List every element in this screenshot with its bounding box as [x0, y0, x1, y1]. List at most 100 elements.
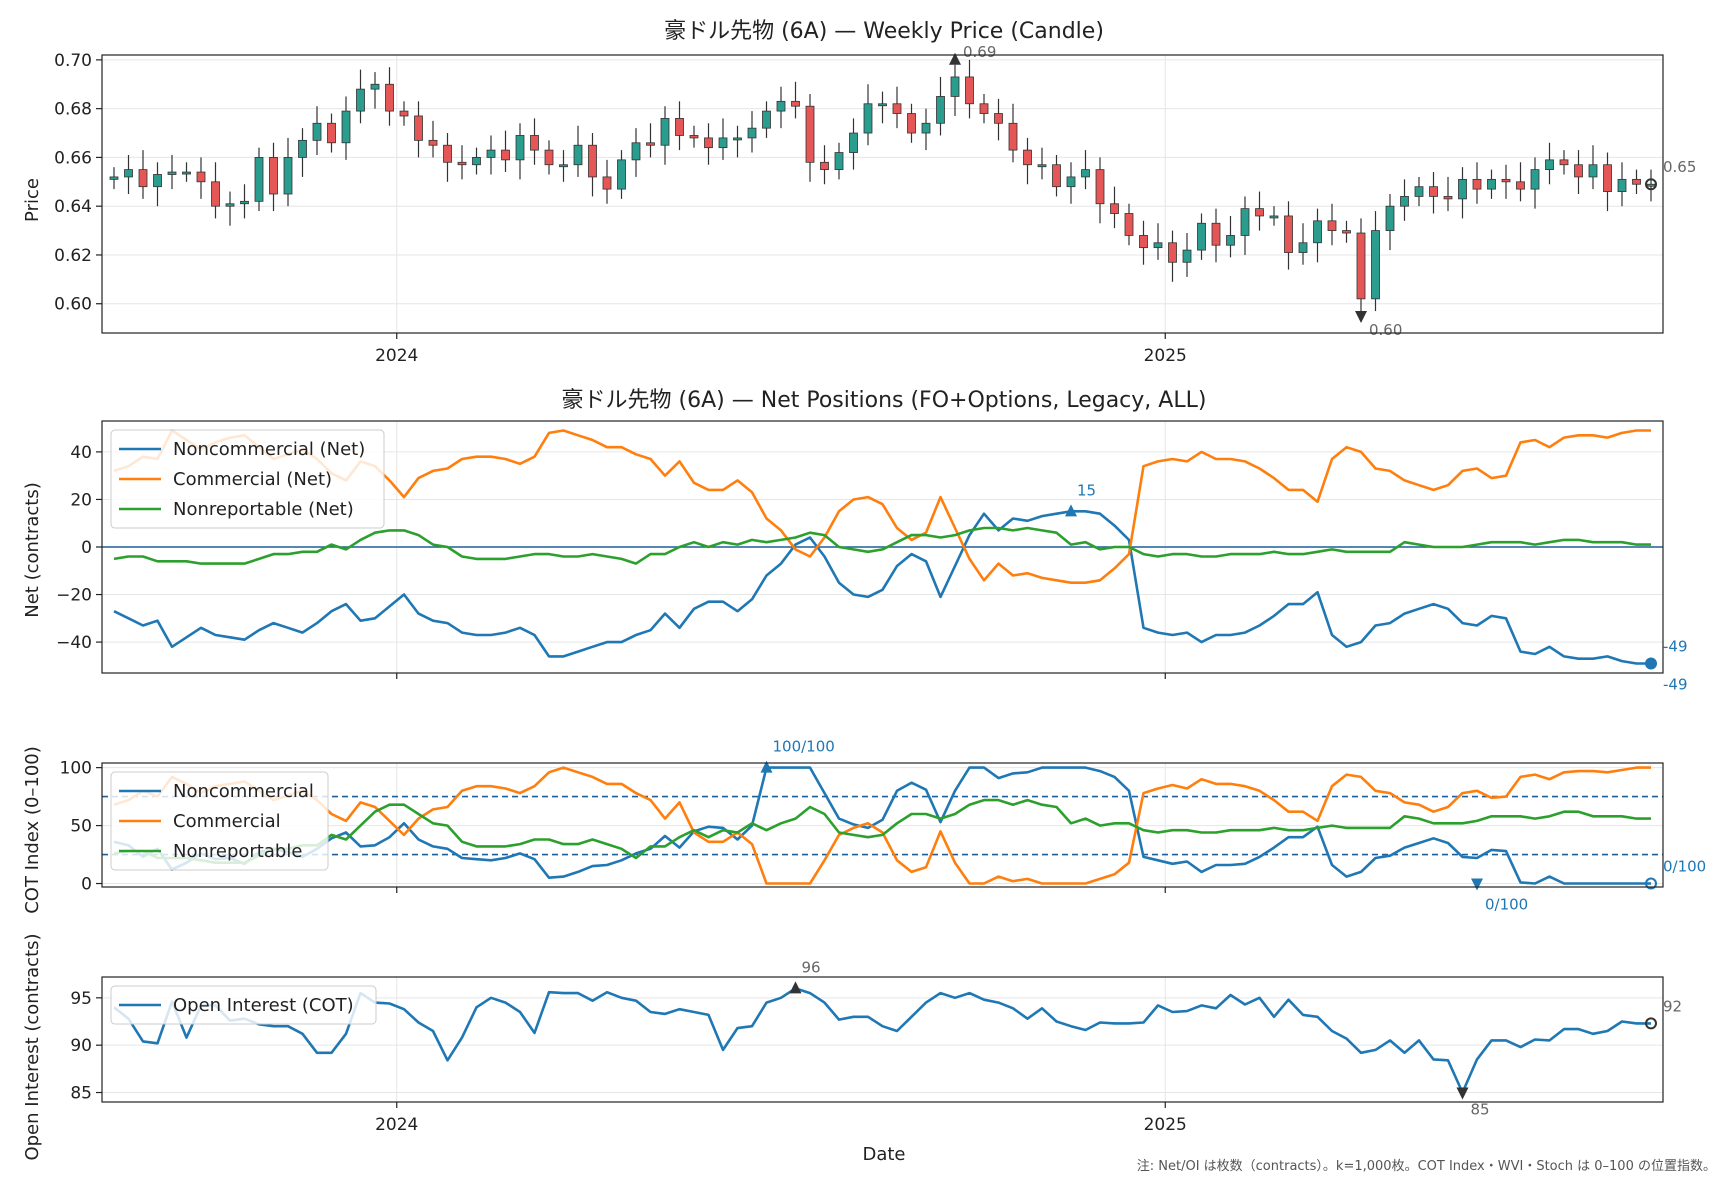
legend-label: Noncommercial [173, 781, 314, 802]
legend-label: Nonreportable [173, 841, 302, 862]
last-marker [1645, 657, 1657, 670]
candle-body [356, 88, 365, 112]
candle-body [1530, 169, 1540, 190]
candle-body [1487, 178, 1496, 190]
y-tick-label: 0.62 [54, 246, 92, 266]
candle-body [1095, 169, 1105, 205]
oi-plot-frame [101, 976, 1664, 1103]
candle-body [240, 200, 249, 205]
candle-body [834, 152, 844, 171]
low-label: 0.60 [1369, 321, 1402, 339]
oi-legend: Open Interest (COT) [110, 985, 377, 1025]
candle-body [1342, 230, 1351, 234]
candle-body [1545, 159, 1554, 171]
candle-body [124, 169, 133, 178]
cot-legend: Noncommercial Commercial Nonreportable [110, 771, 329, 871]
candle-body [153, 174, 162, 188]
candle-body [1632, 178, 1641, 185]
candle-body [573, 144, 583, 166]
net-panel-title: 豪ドル先物 (6A) — Net Positions (FO+Options, … [562, 388, 1207, 413]
legend-label: Commercial [173, 811, 281, 832]
x-tick-label: 2024 [375, 1115, 418, 1135]
candle-body [1472, 178, 1482, 190]
candle-body [776, 100, 786, 112]
candle-body [283, 157, 293, 195]
candle-body [414, 115, 423, 141]
price-panel: 豪ドル先物 (6A) — Weekly Price (Candle) Price… [22, 19, 1696, 366]
candle-body [1110, 203, 1119, 214]
x-tick-label: 2025 [1144, 1115, 1187, 1135]
net-lines [102, 429, 1663, 665]
candle-body [733, 137, 742, 141]
candle-body [718, 137, 728, 149]
series-line [113, 798, 1651, 864]
candle-body [747, 127, 757, 139]
candle-body [167, 171, 177, 175]
candle-body [1182, 249, 1192, 263]
candle-body [457, 161, 467, 166]
high-label: 15 [1077, 481, 1096, 499]
legend-label: Noncommercial (Net) [173, 439, 365, 460]
candle-body [1429, 186, 1438, 197]
cot-y-ticks: 0 50 100 [60, 759, 102, 895]
low-label: 0/100 [1485, 896, 1528, 914]
candle-body [689, 135, 699, 139]
y-tick-label: 90 [70, 1036, 92, 1056]
candle-body [341, 110, 351, 144]
y-tick-label: 50 [70, 817, 92, 837]
candle-body [878, 103, 887, 107]
candle-body [1124, 213, 1134, 236]
oi-x-ticks: 2024 2025 [375, 1102, 1187, 1135]
net-annotations: 15 -49 -49 [1065, 481, 1688, 693]
legend-box [110, 985, 377, 1025]
legend-box [110, 771, 329, 871]
price-x-ticks: 2024 2025 [375, 333, 1187, 366]
y-tick-label: 85 [70, 1084, 92, 1104]
candle-body [907, 113, 916, 134]
legend-box [110, 429, 385, 529]
candle-body [704, 137, 713, 149]
candle-body [1414, 186, 1424, 197]
low-marker [1355, 311, 1367, 324]
candle-body [994, 113, 1003, 124]
high-label: 100/100 [773, 738, 835, 756]
candle-body [1559, 159, 1569, 166]
legend-label: Commercial (Net) [173, 469, 332, 490]
candle-body [109, 176, 119, 180]
candle-body [1052, 164, 1061, 188]
candle-body [1385, 205, 1395, 231]
candle-body [1168, 242, 1177, 263]
oi-y-axis-label: Open Interest (contracts) [22, 933, 43, 1160]
candle-body [1516, 181, 1525, 190]
candle-body [805, 105, 815, 163]
candle-body [225, 203, 235, 207]
candle-body [211, 181, 220, 207]
low-marker [1471, 878, 1483, 891]
y-tick-label: −20 [56, 586, 92, 606]
price-panel-title: 豪ドル先物 (6A) — Weekly Price (Candle) [664, 19, 1104, 44]
candle-body [1327, 220, 1337, 231]
cot-index-panel: COT Index (0–100) 0 50 100 100/100 0/100 0/1… [22, 738, 1706, 914]
last-label: -49 [1663, 637, 1688, 655]
cot-grid [102, 763, 1663, 887]
y-tick-label: 0.60 [54, 295, 92, 315]
high-marker [760, 760, 773, 773]
x-tick-label: 2024 [375, 346, 418, 366]
y-tick-label: 20 [70, 490, 92, 510]
candle-body [950, 76, 960, 97]
cot-y-axis-label: COT Index (0–100) [22, 746, 43, 914]
candle-body [472, 157, 481, 166]
candle-body [1501, 178, 1511, 183]
candle-body [849, 132, 858, 153]
candle-body [298, 139, 307, 158]
candle-body [1574, 164, 1583, 178]
oi-y-ticks: 85 90 95 [70, 989, 102, 1104]
low-label: -49 [1663, 675, 1688, 693]
net-x-ticks [396, 673, 1166, 679]
candle-body [312, 122, 322, 141]
last-label: 0.65 [1663, 158, 1696, 176]
candle-body [921, 122, 931, 134]
y-tick-label: 40 [70, 443, 92, 463]
net-y-axis-label: Net (contracts) [22, 482, 43, 618]
